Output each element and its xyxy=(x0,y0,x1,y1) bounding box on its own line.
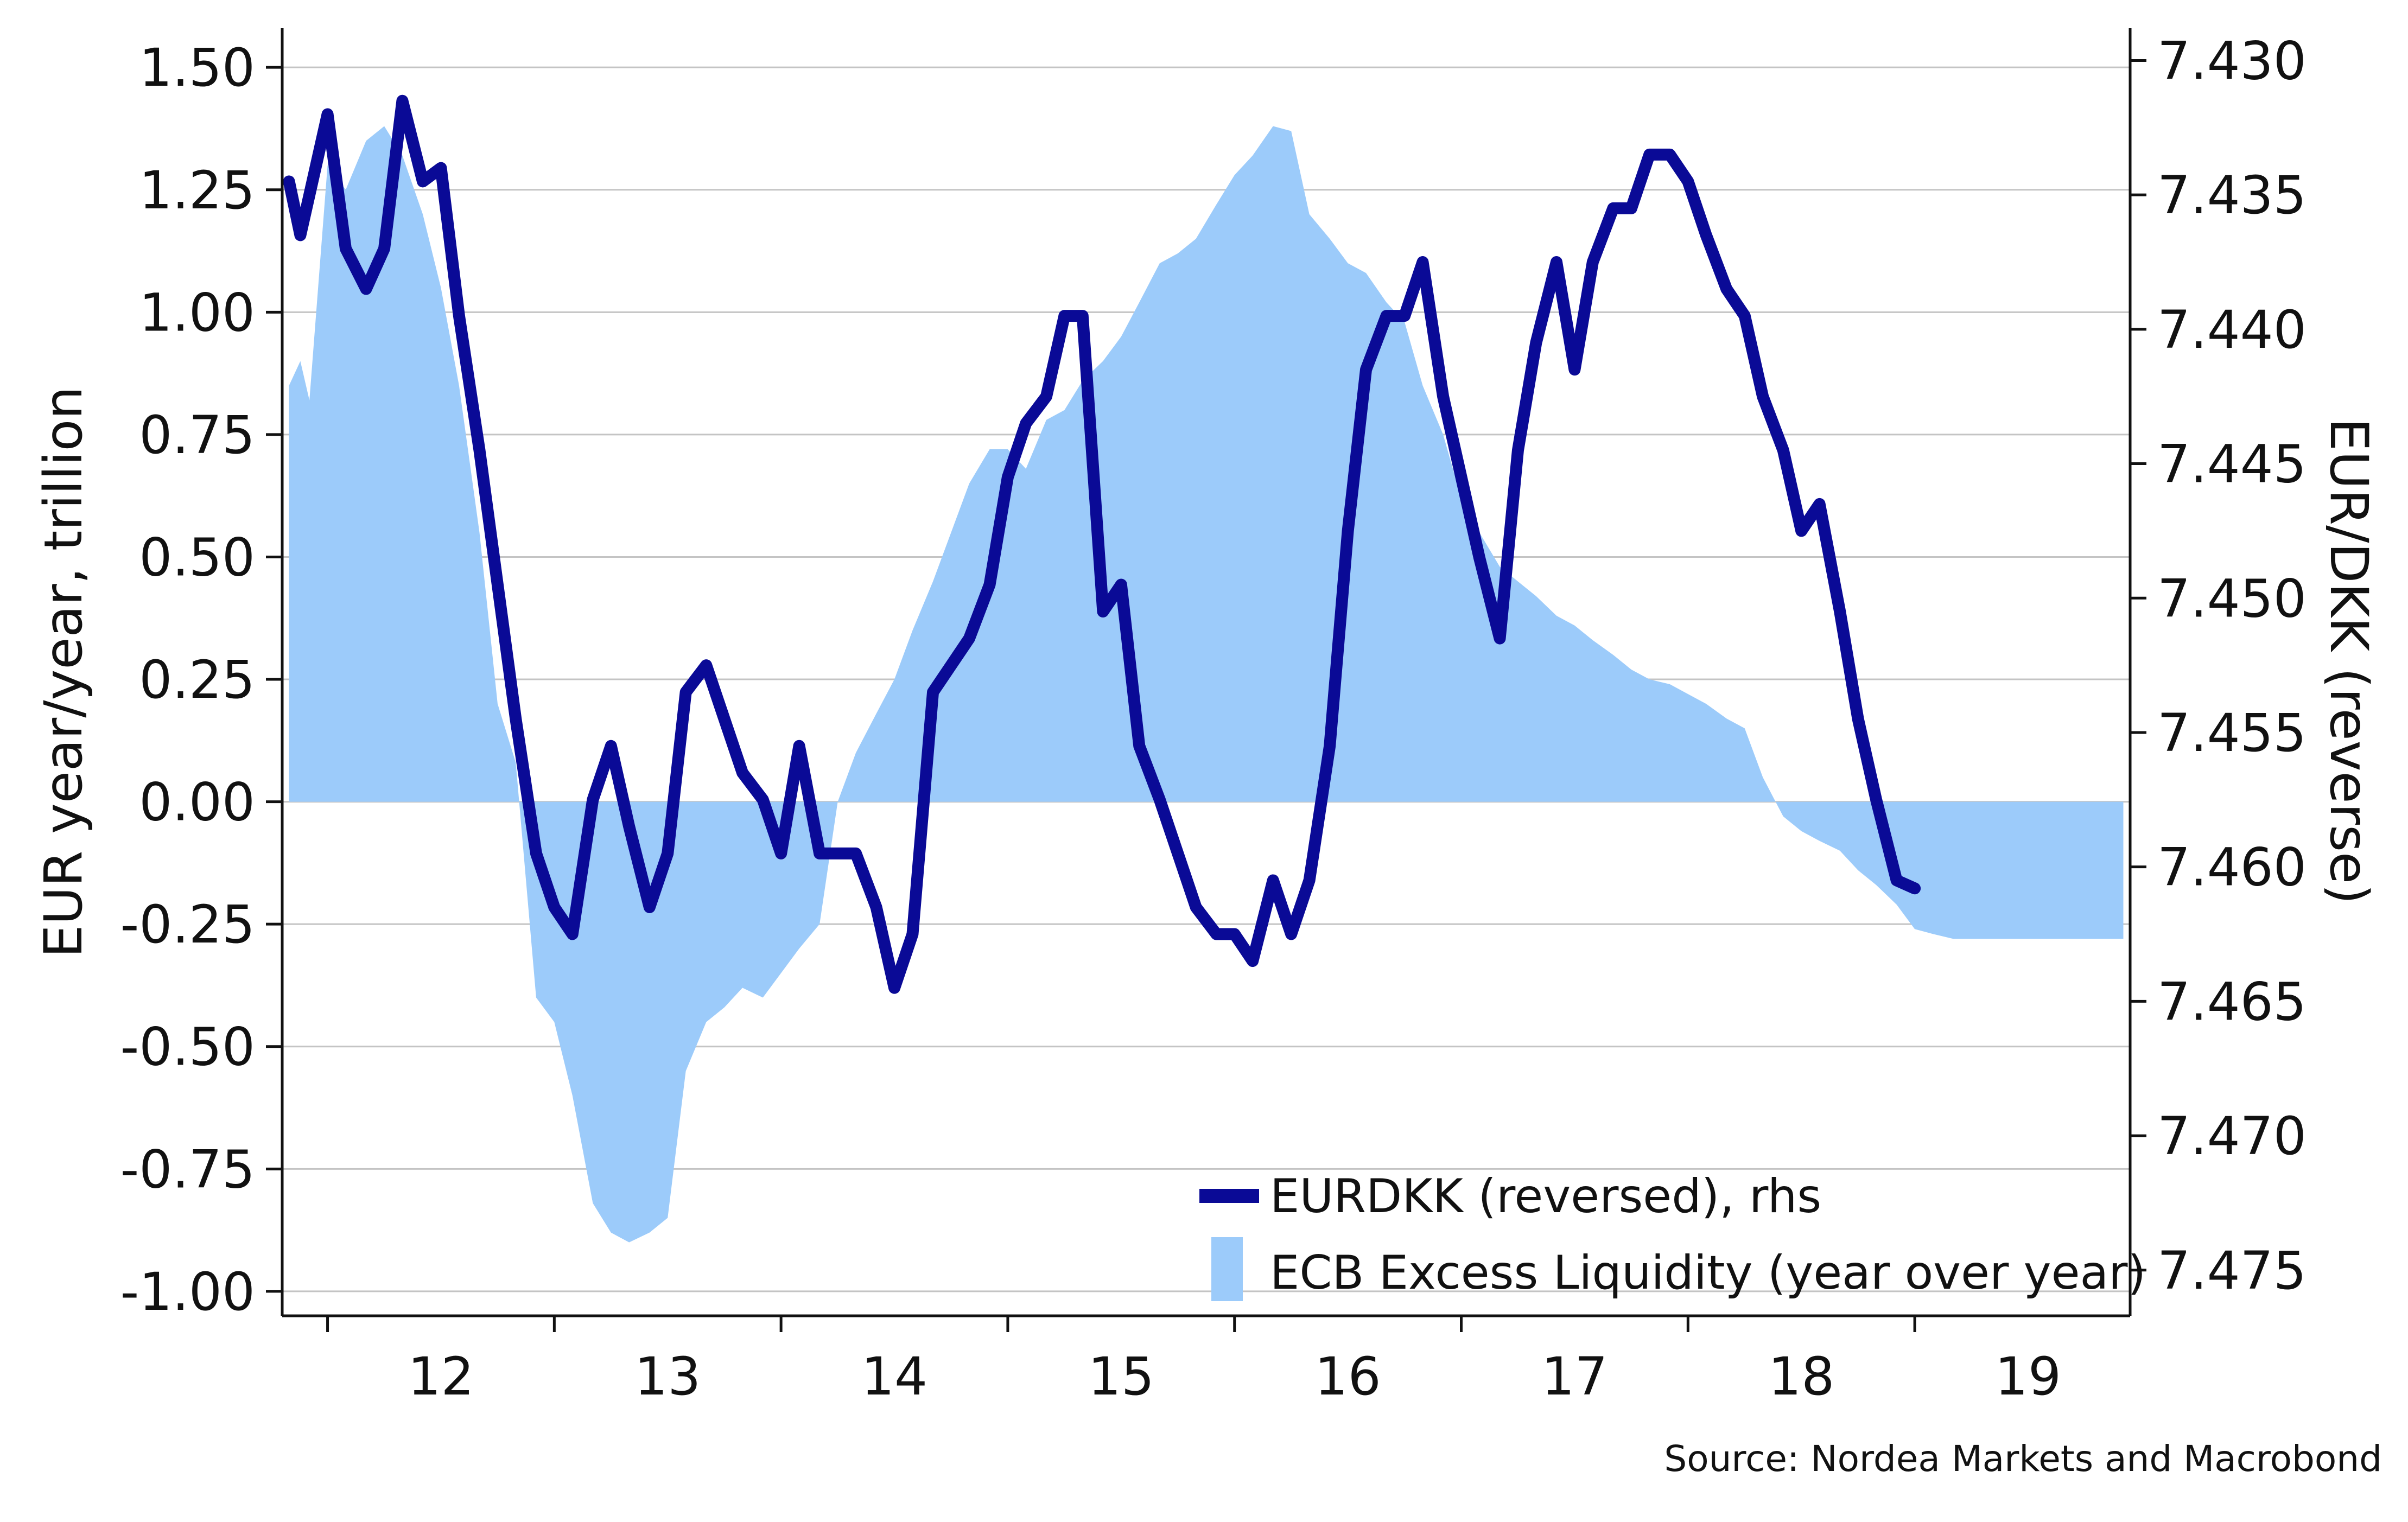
axes xyxy=(281,28,2132,1317)
source-note: Source: Nordea Markets and Macrobond xyxy=(1664,1438,2382,1480)
legend: EURDKK (reversed), rhs ECB Excess Liquid… xyxy=(1199,1169,2146,1301)
legend-label-excess-liquidity: ECB Excess Liquidity (year over year) xyxy=(1270,1246,2146,1300)
excess-liquidity-area-layer xyxy=(289,126,2124,1243)
left-tick-label: 0.75 xyxy=(139,405,255,466)
excess-liquidity-area xyxy=(289,126,2124,1243)
right-axis-title: EUR/DKK (reverse) xyxy=(2318,418,2379,904)
right-tick-label: 7.460 xyxy=(2157,837,2307,898)
right-tick-label: 7.470 xyxy=(2157,1106,2307,1167)
right-tick-label: 7.440 xyxy=(2157,300,2307,360)
x-tick-label: 16 xyxy=(1315,1346,1381,1407)
x-tick-label: 17 xyxy=(1541,1346,1608,1407)
right-tick-label: 7.475 xyxy=(2157,1240,2307,1301)
legend-label-eurdkk: EURDKK (reversed), rhs xyxy=(1270,1169,1821,1224)
legend-swatch-excess-liquidity xyxy=(1211,1237,1243,1301)
right-tick-label: 7.445 xyxy=(2157,434,2307,495)
left-tick-label: 1.00 xyxy=(139,282,255,343)
left-tick-label: 1.50 xyxy=(139,37,255,98)
left-tick-label: 0.00 xyxy=(139,772,255,833)
right-tick-label: 7.450 xyxy=(2157,568,2307,629)
eurdkk-line xyxy=(283,94,1921,994)
eurdkk-line-layer xyxy=(283,94,1921,994)
left-tick-label: 1.25 xyxy=(139,160,255,221)
right-tick-label: 7.435 xyxy=(2157,165,2307,226)
left-tick-label: -1.00 xyxy=(120,1262,255,1322)
right-tick-label: 7.465 xyxy=(2157,971,2307,1032)
x-tick-label: 14 xyxy=(861,1346,927,1407)
legend-swatch-eurdkk xyxy=(1199,1189,1259,1203)
x-tick-label: 13 xyxy=(634,1346,701,1407)
tick-layer: 1.50 1.25 1.00 0.75 0.50 0.25 0.00 -0.25 -0.50 -0… xyxy=(120,30,2307,1407)
x-tick-label: 18 xyxy=(1768,1346,1834,1407)
left-tick-label: 0.25 xyxy=(139,649,255,710)
left-tick-label: -0.75 xyxy=(120,1139,255,1200)
right-tick-label: 7.430 xyxy=(2157,30,2307,91)
x-tick-label: 15 xyxy=(1088,1346,1154,1407)
right-tick-label: 7.455 xyxy=(2157,703,2307,763)
left-tick-label: -0.50 xyxy=(120,1017,255,1078)
left-axis-title: EUR year/year, trillion xyxy=(33,386,94,958)
left-tick-label: -0.25 xyxy=(120,894,255,955)
x-tick-label: 12 xyxy=(408,1346,474,1407)
left-tick-label: 0.50 xyxy=(139,527,255,588)
x-tick-label: 19 xyxy=(1995,1346,2061,1407)
